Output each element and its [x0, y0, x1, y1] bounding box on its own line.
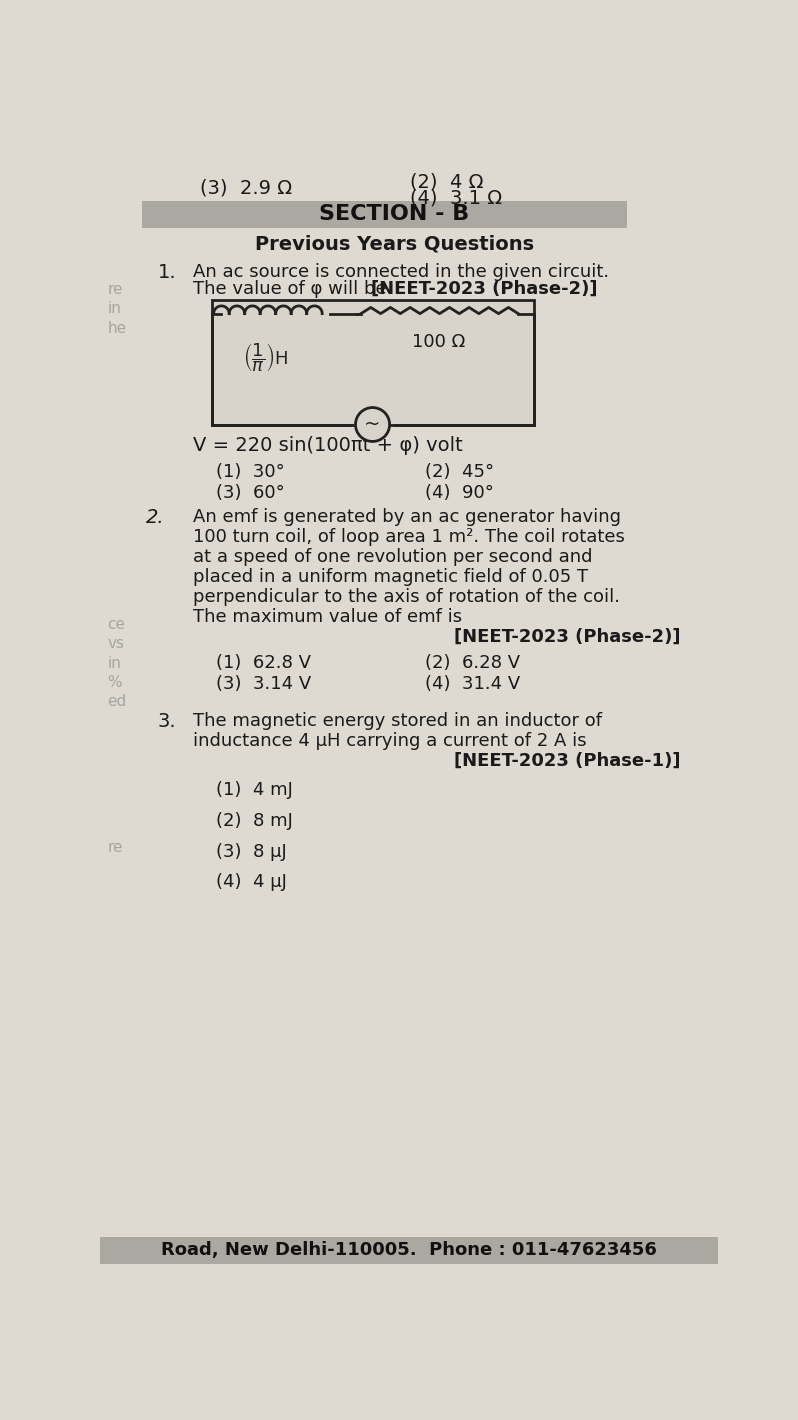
Text: (4)  90°: (4) 90°: [425, 484, 494, 501]
Text: inductance 4 μH carrying a current of 2 A is: inductance 4 μH carrying a current of 2 …: [193, 731, 587, 750]
Text: The maximum value of emf is: The maximum value of emf is: [193, 608, 462, 626]
Text: (2)  4 Ω: (2) 4 Ω: [409, 173, 484, 192]
Text: 1.: 1.: [158, 263, 176, 281]
Text: perpendicular to the axis of rotation of the coil.: perpendicular to the axis of rotation of…: [193, 588, 620, 606]
Text: $\left(\dfrac{1}{\pi}\right)$H: $\left(\dfrac{1}{\pi}\right)$H: [243, 341, 288, 373]
Text: re: re: [108, 283, 123, 297]
Text: (1)  30°: (1) 30°: [216, 463, 285, 481]
Text: 100 Ω: 100 Ω: [412, 334, 465, 351]
Text: (4)  31.4 V: (4) 31.4 V: [425, 674, 520, 693]
Text: in: in: [108, 656, 121, 670]
Text: [NEET-2023 (Phase-1)]: [NEET-2023 (Phase-1)]: [455, 751, 681, 770]
Text: (3)  2.9 Ω: (3) 2.9 Ω: [200, 178, 293, 197]
Text: (2)  45°: (2) 45°: [425, 463, 495, 481]
Bar: [142, 202, 626, 229]
Text: in: in: [108, 301, 121, 317]
Text: (2)  6.28 V: (2) 6.28 V: [425, 655, 520, 672]
Text: [NEET-2023 (Phase-2)]: [NEET-2023 (Phase-2)]: [371, 280, 598, 298]
Text: (4)  4 μJ: (4) 4 μJ: [216, 873, 286, 892]
Text: 100 turn coil, of loop area 1 m². The coil rotates: 100 turn coil, of loop area 1 m². The co…: [193, 528, 625, 545]
Text: re: re: [108, 841, 123, 855]
Text: SECTION - B: SECTION - B: [319, 204, 469, 224]
Text: An ac source is connected in the given circuit.: An ac source is connected in the given c…: [193, 263, 609, 281]
Text: (3)  3.14 V: (3) 3.14 V: [216, 674, 311, 693]
Text: (3)  60°: (3) 60°: [216, 484, 285, 501]
Bar: [212, 300, 534, 425]
Circle shape: [355, 408, 389, 442]
Text: ~: ~: [365, 415, 381, 435]
Text: vs: vs: [108, 636, 124, 652]
Text: (1)  62.8 V: (1) 62.8 V: [216, 655, 311, 672]
Text: at a speed of one revolution per second and: at a speed of one revolution per second …: [193, 548, 592, 565]
Text: (1)  4 mJ: (1) 4 mJ: [216, 781, 293, 799]
Text: An emf is generated by an ac generator having: An emf is generated by an ac generator h…: [193, 508, 621, 525]
Text: %: %: [108, 674, 122, 690]
Text: (3)  8 μJ: (3) 8 μJ: [216, 842, 286, 861]
Text: he: he: [108, 321, 127, 335]
Text: [NEET-2023 (Phase-2)]: [NEET-2023 (Phase-2)]: [455, 628, 681, 646]
Text: 2.: 2.: [146, 508, 165, 527]
Text: (4)  3.1 Ω: (4) 3.1 Ω: [409, 187, 502, 207]
Text: V = 220 sin(100πt + φ) volt: V = 220 sin(100πt + φ) volt: [193, 436, 463, 454]
Text: The value of φ will be: The value of φ will be: [193, 280, 398, 298]
Bar: [100, 1237, 718, 1264]
Text: ed: ed: [108, 694, 127, 709]
Text: The magnetic energy stored in an inductor of: The magnetic energy stored in an inducto…: [193, 711, 602, 730]
Text: Previous Years Questions: Previous Years Questions: [255, 234, 534, 253]
Text: ce: ce: [108, 618, 125, 632]
Text: placed in a uniform magnetic field of 0.05 T: placed in a uniform magnetic field of 0.…: [193, 568, 588, 585]
Text: Road, New Delhi-110005.  Phone : 011-47623456: Road, New Delhi-110005. Phone : 011-4762…: [161, 1241, 657, 1260]
Text: (2)  8 mJ: (2) 8 mJ: [216, 812, 293, 829]
Text: 3.: 3.: [158, 711, 176, 731]
